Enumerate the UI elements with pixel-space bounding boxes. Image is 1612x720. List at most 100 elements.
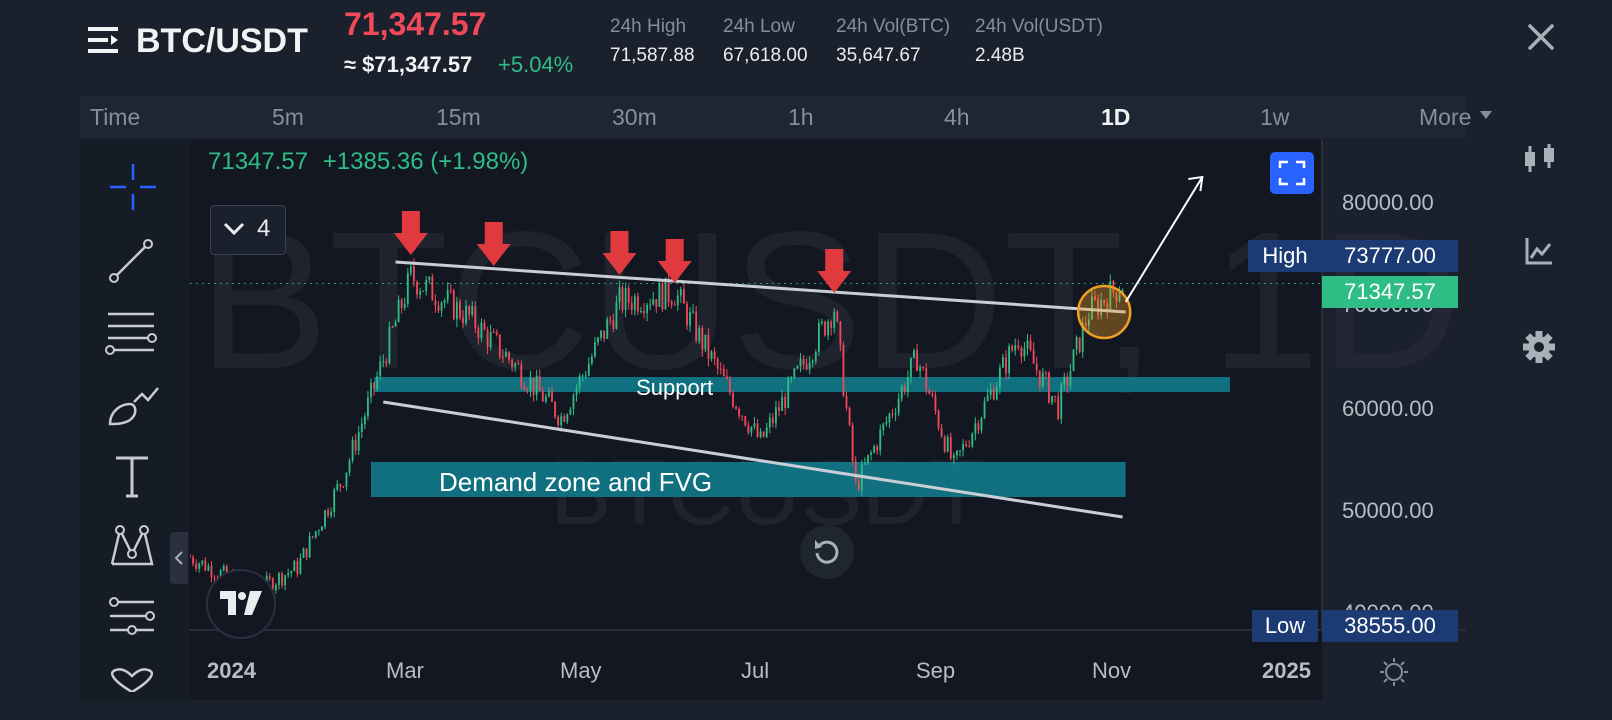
- candle-body: [992, 389, 995, 400]
- menu-icon[interactable]: [88, 25, 122, 57]
- tab-4h[interactable]: 4h: [944, 104, 970, 130]
- candle-body: [587, 363, 590, 376]
- candle-body: [741, 415, 744, 417]
- tab-more[interactable]: More: [1419, 104, 1472, 130]
- candle-body: [554, 401, 556, 417]
- layers-count: 4: [257, 215, 271, 242]
- candle-body: [367, 397, 369, 417]
- candle-body: [1075, 337, 1078, 350]
- candle-body: [845, 396, 848, 408]
- candle-body: [692, 311, 695, 313]
- candle-body: [419, 291, 422, 295]
- candle-body: [557, 416, 560, 426]
- candle-body: [661, 283, 664, 310]
- candle-body: [676, 295, 679, 305]
- fib-retracement-icon[interactable]: [106, 596, 158, 642]
- tab-1h[interactable]: 1h: [788, 104, 814, 130]
- pattern-icon[interactable]: [106, 522, 158, 570]
- candle-body: [296, 561, 299, 574]
- candle-body: [278, 573, 280, 585]
- candle-body: [870, 452, 872, 455]
- collapse-toolbar-button[interactable]: [170, 532, 188, 584]
- candle-body: [538, 375, 541, 392]
- indicators-icon[interactable]: [1524, 236, 1554, 266]
- candle-body: [498, 334, 501, 357]
- breakout-arrow-line: [1124, 176, 1204, 303]
- reset-chart-button[interactable]: [800, 525, 854, 579]
- candle-body: [633, 296, 636, 311]
- x-tick-label: Jul: [741, 658, 770, 683]
- candle-body: [796, 366, 799, 369]
- candle-body: [753, 423, 756, 427]
- candle-body: [1063, 376, 1066, 385]
- candle-body: [784, 397, 787, 408]
- candle-body: [222, 566, 225, 571]
- candle-body: [382, 361, 385, 363]
- candle-body: [363, 416, 366, 425]
- stat-label-vol-btc: 24h Vol(BTC): [836, 16, 951, 37]
- tab-time[interactable]: Time: [90, 104, 141, 130]
- candle-body: [480, 322, 483, 338]
- ohlc-legend: 71347.57 +1385.36 (+1.98%): [208, 148, 536, 176]
- brightness-icon[interactable]: [1378, 656, 1410, 688]
- tab-1w[interactable]: 1w: [1260, 104, 1290, 130]
- price-axis-background: [1322, 140, 1466, 700]
- support-zone: [374, 377, 1230, 392]
- candlestick-type-icon[interactable]: [1522, 142, 1558, 174]
- tab-30m[interactable]: 30m: [612, 104, 657, 130]
- candle-body: [1038, 370, 1041, 387]
- candle-body: [1029, 340, 1032, 350]
- text-tool-icon[interactable]: [112, 454, 152, 500]
- chevron-down-icon: [223, 222, 245, 236]
- candle-body: [882, 423, 885, 430]
- candle-body: [1081, 322, 1084, 353]
- candle-body: [750, 426, 753, 433]
- gear-icon[interactable]: [1522, 330, 1556, 364]
- candle-body: [808, 362, 811, 370]
- candle-body: [274, 584, 277, 591]
- high-tag-label: High: [1248, 240, 1322, 272]
- parallel-lines-icon[interactable]: [104, 308, 160, 356]
- candle-body: [1072, 349, 1075, 372]
- candle-body: [704, 334, 707, 350]
- candle-body: [354, 440, 357, 451]
- candle-body: [922, 367, 925, 369]
- candle-body: [833, 311, 836, 328]
- candle-body: [213, 577, 216, 579]
- tab-1d[interactable]: 1D: [1101, 104, 1131, 130]
- crosshair-icon[interactable]: [108, 162, 158, 212]
- tab-5m[interactable]: 5m: [272, 104, 304, 130]
- candle-body: [600, 330, 602, 338]
- chevron-down-icon[interactable]: [1479, 110, 1493, 120]
- candle-body: [514, 363, 517, 368]
- close-icon[interactable]: [1526, 22, 1556, 52]
- layers-toggle-button[interactable]: 4: [210, 205, 286, 255]
- candle-body: [1087, 319, 1090, 327]
- fullscreen-icon[interactable]: [1270, 152, 1314, 194]
- tab-15m[interactable]: 15m: [436, 104, 481, 130]
- candle-body: [1005, 357, 1007, 374]
- favorites-heart-icon[interactable]: [106, 668, 158, 692]
- candle-body: [1094, 296, 1096, 300]
- stat-label-high: 24h High: [610, 16, 687, 37]
- candle-body: [897, 398, 900, 414]
- candle-body: [946, 437, 949, 452]
- candle-body: [974, 423, 977, 434]
- candle-body: [768, 417, 771, 428]
- trend-line-icon[interactable]: [106, 236, 156, 286]
- candle-body: [649, 304, 652, 306]
- symbol-title[interactable]: BTC/USDT: [136, 22, 308, 60]
- candle-body: [523, 386, 526, 390]
- candle-body: [771, 417, 774, 424]
- candle-body: [284, 575, 287, 586]
- candle-body: [1106, 303, 1109, 312]
- candle-body: [330, 511, 333, 516]
- candle-body: [925, 368, 928, 391]
- brush-icon[interactable]: [106, 384, 160, 430]
- chevron-left-icon: [174, 551, 183, 565]
- candle-body: [468, 305, 471, 315]
- candle-body: [652, 299, 655, 305]
- candle-body: [762, 431, 765, 437]
- candle-body: [471, 306, 474, 315]
